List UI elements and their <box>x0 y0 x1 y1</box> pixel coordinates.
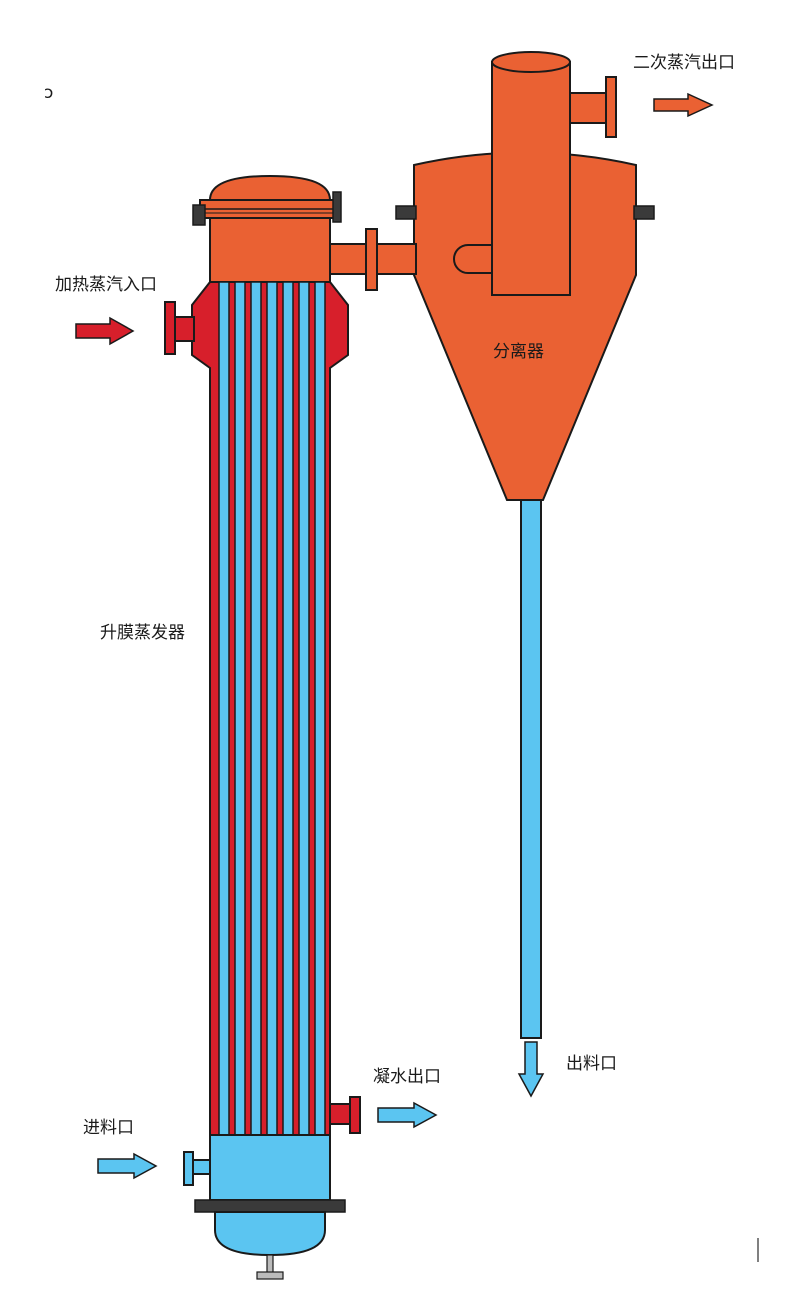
evaporator-top-head <box>192 174 342 283</box>
heating-tube <box>250 281 262 1136</box>
stray-mark: ↄ <box>44 83 53 103</box>
heating-tube <box>218 281 230 1136</box>
feed-arrow <box>97 1152 158 1180</box>
heating-tube <box>234 281 246 1136</box>
top-bolt-right <box>332 191 342 223</box>
heating-tubes <box>218 281 326 1136</box>
vapour-pipe <box>491 61 571 296</box>
heating-tube <box>282 281 294 1136</box>
label-feed-inlet: 进料口 <box>83 1118 134 1138</box>
connecting-pipe <box>329 228 417 291</box>
label-heating-steam-inlet: 加热蒸汽入口 <box>55 275 157 295</box>
drain-plate <box>256 1271 284 1280</box>
bottom-flange <box>194 1199 346 1213</box>
steam-outlet-nozzle <box>569 92 607 124</box>
feed-nozzle <box>191 1159 211 1175</box>
steam-inlet-arrow <box>75 316 135 346</box>
tangential-inlet <box>453 244 492 274</box>
discharge-arrow <box>517 1041 545 1098</box>
steam-inlet-flange <box>164 301 176 355</box>
label-secondary-steam-outlet: 二次蒸汽出口 <box>633 53 735 73</box>
connecting-flange <box>365 228 378 291</box>
steam-outlet-flange <box>605 76 617 138</box>
top-bolt-left <box>192 204 206 226</box>
feed-flange <box>183 1151 194 1186</box>
heating-tube <box>266 281 278 1136</box>
separator-bracket-right <box>633 205 655 220</box>
label-separator: 分离器 <box>493 342 544 362</box>
condensate-flange <box>349 1096 361 1134</box>
label-condensate-outlet: 凝水出口 <box>373 1067 441 1087</box>
label-discharge-outlet: 出料口 <box>566 1054 617 1074</box>
condensate-nozzle <box>329 1103 351 1125</box>
steam-outlet-arrow <box>653 92 714 118</box>
condensate-arrow <box>377 1101 438 1129</box>
separator-vessel <box>395 51 655 501</box>
label-rising-film-evaporator: 升膜蒸发器 <box>100 623 185 643</box>
vapour-pipe-top <box>491 51 571 73</box>
evaporator-shell <box>164 281 361 1136</box>
heating-tube <box>314 281 326 1136</box>
heating-tube <box>298 281 310 1136</box>
drain-stem <box>266 1254 274 1274</box>
separator-bracket-left <box>395 205 417 220</box>
discharge-pipe <box>520 499 542 1039</box>
evaporator-bottom-head <box>183 1134 346 1280</box>
